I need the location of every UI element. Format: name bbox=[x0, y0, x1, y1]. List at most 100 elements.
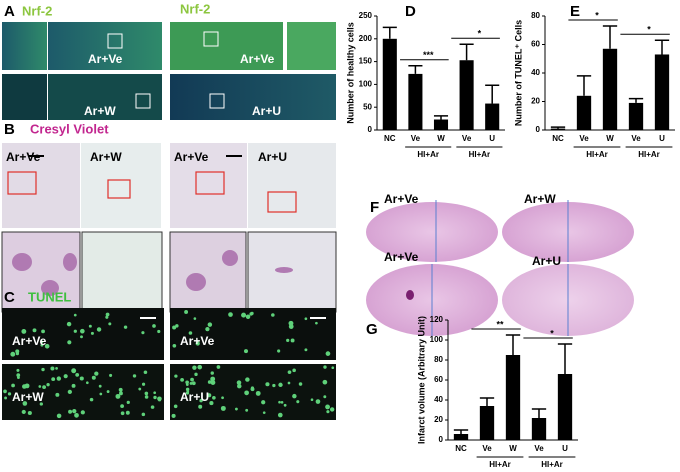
significance-label: * bbox=[647, 25, 651, 35]
cell-dot bbox=[315, 321, 318, 325]
cell-dot bbox=[245, 377, 250, 382]
cell-dot bbox=[189, 381, 193, 385]
group-label: HI+Ar bbox=[469, 150, 491, 159]
cell-dot bbox=[188, 331, 193, 335]
cell-dot bbox=[190, 377, 194, 382]
cell-dot bbox=[96, 327, 102, 332]
cell-dot bbox=[10, 351, 16, 357]
group-label: HI+Ar bbox=[489, 460, 511, 469]
cell-dot bbox=[126, 400, 130, 405]
error-bar bbox=[550, 126, 566, 129]
cell-dot bbox=[296, 400, 300, 404]
cell-dot bbox=[292, 368, 296, 373]
cell-dot bbox=[24, 383, 30, 389]
cell-dot bbox=[132, 374, 137, 378]
cell-dot bbox=[118, 387, 123, 392]
cell-dot bbox=[16, 373, 21, 378]
cell-dot bbox=[192, 365, 197, 370]
cell-dot bbox=[277, 412, 283, 418]
cell-dot bbox=[175, 324, 179, 328]
cell-dot bbox=[105, 312, 110, 317]
y-tick-label: 0 bbox=[368, 125, 373, 134]
cell-dot bbox=[329, 407, 335, 412]
cell-dot bbox=[38, 385, 42, 388]
cell-dot bbox=[310, 398, 314, 402]
cell-dot bbox=[322, 379, 328, 385]
cell-dot bbox=[63, 374, 68, 379]
cell-dot bbox=[138, 387, 142, 391]
cell-dot bbox=[180, 377, 184, 382]
stain-label: Nrf-2 bbox=[180, 1, 210, 16]
cell-dot bbox=[292, 393, 297, 399]
cell-dot bbox=[195, 341, 200, 346]
x-tick-label: Ve bbox=[631, 134, 641, 143]
x-tick-label: W bbox=[606, 134, 614, 143]
cell-dot bbox=[90, 331, 94, 335]
cell-dot bbox=[173, 404, 178, 409]
image-label: Ar+Ve bbox=[88, 52, 123, 66]
cell-dot bbox=[298, 382, 303, 386]
bar bbox=[382, 38, 397, 130]
cell-dot bbox=[283, 403, 287, 407]
y-tick-label: 0 bbox=[439, 435, 444, 444]
bar bbox=[505, 355, 521, 440]
image-label: Ar+U bbox=[258, 150, 287, 164]
y-tick-label: 60 bbox=[434, 375, 443, 384]
cell-dot bbox=[287, 381, 291, 385]
cell-dot bbox=[27, 410, 32, 416]
cell-dot bbox=[207, 393, 212, 398]
bar bbox=[433, 119, 449, 130]
cell-dot bbox=[71, 368, 77, 374]
error-bar bbox=[459, 43, 474, 61]
significance-label: *** bbox=[423, 50, 434, 60]
cell-dot bbox=[141, 382, 146, 386]
cell-dot bbox=[197, 364, 203, 370]
cell-dot bbox=[290, 338, 295, 343]
bar bbox=[602, 48, 618, 130]
image-label: Ar+Ve bbox=[6, 150, 41, 164]
cell-dot bbox=[216, 365, 221, 369]
error-bar bbox=[382, 26, 397, 39]
cell-dot bbox=[288, 324, 294, 329]
group-label: HI+Ar bbox=[586, 150, 608, 159]
cell-dot bbox=[205, 326, 210, 332]
cell-dot bbox=[172, 325, 177, 330]
cell-dot bbox=[207, 322, 213, 327]
cell-dot bbox=[245, 408, 249, 412]
error-bar bbox=[433, 115, 449, 120]
stain-label: Nrf-2 bbox=[22, 3, 52, 18]
cell-dot bbox=[278, 382, 283, 388]
y-tick-label: 0 bbox=[536, 125, 541, 134]
error-bar bbox=[453, 429, 469, 434]
cell-dot bbox=[51, 377, 56, 382]
cell-dot bbox=[245, 314, 251, 320]
cell-dot bbox=[153, 395, 157, 400]
y-axis-label: Infarct volume (Arbitrary Unit) bbox=[416, 316, 426, 444]
cell-dot bbox=[71, 383, 76, 388]
cell-dot bbox=[144, 391, 149, 396]
x-tick-label: Ve bbox=[579, 134, 589, 143]
cell-dot bbox=[141, 331, 145, 335]
cell-dot bbox=[67, 389, 72, 395]
cell-dot bbox=[91, 375, 96, 380]
cell-dot bbox=[80, 328, 85, 334]
cell-dot bbox=[153, 391, 157, 395]
bar bbox=[550, 128, 566, 130]
cell-dot bbox=[50, 366, 55, 371]
x-tick-label: Ve bbox=[411, 134, 421, 143]
cell-dot bbox=[108, 322, 112, 326]
cell-dot bbox=[304, 348, 308, 352]
cell-dot bbox=[158, 398, 161, 402]
cell-dot bbox=[99, 392, 103, 396]
cell-dot bbox=[157, 329, 161, 334]
panel-letter: G bbox=[366, 321, 378, 338]
y-tick-label: 20 bbox=[434, 415, 443, 424]
cell-dot bbox=[15, 352, 20, 356]
micrographs-b bbox=[1, 143, 337, 313]
cell-dot bbox=[194, 372, 198, 377]
cell-dot bbox=[67, 340, 72, 345]
x-tick-label: W bbox=[509, 444, 517, 453]
cell-dot bbox=[210, 376, 216, 382]
y-tick-label: 80 bbox=[531, 11, 540, 20]
